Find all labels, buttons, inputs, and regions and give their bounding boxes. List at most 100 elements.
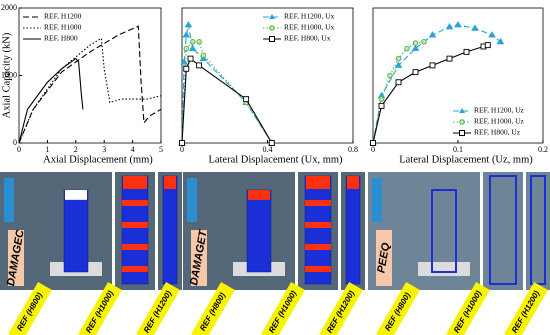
marker (412, 40, 419, 46)
x-tick-label: 0.1 (453, 145, 463, 154)
marker (394, 61, 403, 68)
column (63, 189, 89, 273)
marker (411, 44, 420, 51)
legend-marker (269, 14, 275, 19)
x-axis-label: Lateral Displacement (Uz, mm) (399, 154, 533, 165)
damage-zone (122, 222, 148, 228)
legend-label: REF, H1000, Uz (474, 117, 524, 126)
marker (463, 48, 470, 55)
damage-zone (122, 244, 148, 250)
marker (421, 39, 427, 45)
damage-zone (123, 176, 147, 189)
case-tag-box (261, 282, 305, 335)
marker (395, 55, 402, 62)
legend-label: REF, H1000 (44, 23, 82, 32)
marker (199, 54, 208, 62)
damage-zone (164, 176, 176, 189)
column (162, 175, 178, 285)
marker (488, 31, 496, 38)
series-line (181, 57, 273, 144)
case-tag-box (191, 282, 235, 335)
result-label: PEEQ (375, 241, 392, 274)
damage-zone (347, 176, 359, 189)
marker (387, 72, 393, 79)
marker (182, 31, 191, 38)
x-tick-label: 0 (17, 145, 21, 154)
series-line (372, 24, 501, 144)
marker (395, 79, 402, 86)
label-box (191, 230, 207, 286)
y-tick-label: 2000 (1, 3, 17, 12)
marker (454, 21, 462, 28)
marker (428, 31, 437, 38)
marker (183, 45, 190, 52)
x-tick-label: 0.4 (263, 145, 273, 154)
damage-zone (65, 190, 87, 200)
x-tick-label: 5 (159, 145, 163, 154)
damage-zone (248, 190, 270, 200)
damage-zone (122, 266, 148, 272)
marker (183, 65, 190, 72)
marker (378, 102, 385, 109)
damage-zone (305, 200, 331, 206)
x-tick-label: 4 (131, 145, 135, 154)
damage-zone (305, 266, 331, 272)
legend-marker (459, 119, 465, 125)
legend-image (4, 178, 14, 222)
marker (429, 62, 436, 69)
case-tag-box (8, 282, 52, 335)
column (530, 175, 546, 285)
legend-marker (459, 108, 465, 113)
legend-image (372, 178, 382, 222)
case-tag-box (78, 282, 122, 335)
legend-label: REF, H1000, Ux (284, 23, 334, 32)
legend-marker (459, 130, 465, 136)
series-line (372, 44, 488, 144)
x-axis-label: Lateral Displacement (Ux, mm) (208, 154, 343, 165)
marker (200, 52, 207, 59)
y-tick-label: 0 (13, 138, 17, 147)
case-tag-box (446, 282, 490, 335)
case-tag-box (319, 282, 363, 335)
column (489, 175, 517, 285)
marker (370, 140, 376, 146)
damage-zone (305, 222, 331, 228)
x-tick-label: 0.8 (348, 145, 358, 154)
x-axis-label: Axial Displacement (mm) (43, 154, 153, 165)
marker (412, 69, 419, 76)
marker (196, 39, 202, 45)
base-plate (418, 262, 470, 276)
marker (268, 140, 275, 146)
label-box (8, 230, 24, 286)
case-tag-box (376, 282, 420, 335)
legend-marker (269, 25, 275, 31)
marker (179, 140, 185, 146)
marker (496, 37, 505, 45)
marker (484, 42, 491, 49)
marker (378, 96, 385, 102)
marker (445, 23, 454, 30)
legend-label: REF, H1200 (44, 12, 82, 21)
x-tick-label: 3 (102, 145, 106, 154)
damage-zone (122, 200, 148, 206)
series-line (181, 41, 273, 144)
column (345, 175, 361, 285)
x-tick-label: 2 (74, 145, 78, 154)
legend-marker (269, 36, 275, 42)
marker (188, 44, 197, 51)
column (431, 189, 457, 273)
marker (196, 62, 203, 69)
x-tick-label: 0 (371, 145, 375, 154)
case-tag-box (136, 282, 180, 335)
x-tick-label: 1 (45, 145, 49, 154)
plot-frame (18, 7, 162, 144)
case-tag-box (504, 282, 548, 335)
damage-zone (306, 176, 330, 189)
legend-image (187, 178, 197, 222)
series-line (18, 57, 84, 144)
legend-label: REF, H800, Uz (474, 128, 521, 137)
legend-label: REF, H800, Ux (284, 34, 331, 43)
y-axis-label: Axial Capacity (kN) (1, 32, 12, 118)
marker (184, 21, 193, 28)
